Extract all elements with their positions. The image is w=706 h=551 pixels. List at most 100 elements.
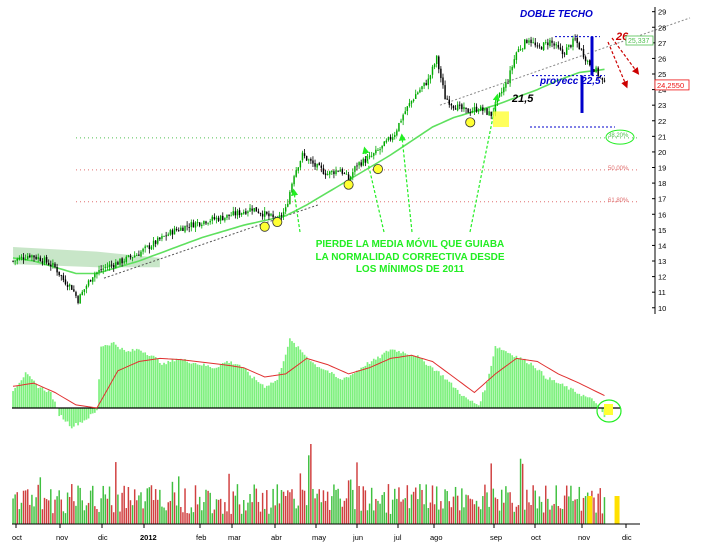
volume-bar [167,502,169,524]
oscillator-bar [521,360,524,408]
volume-bar [276,484,279,524]
oscillator-bar [192,363,195,408]
oscillator-bar [12,391,14,408]
candle-body [154,240,157,244]
oscillator-bar [119,349,121,408]
annotation-arrows [290,36,640,233]
volume-bar [12,498,14,524]
volume-bars [12,444,620,524]
oscillator-bar [555,382,558,408]
volume-bar [226,511,228,524]
oscillator-bar [494,346,497,408]
candle-body [215,217,218,220]
volume-bar [473,504,476,524]
oscillator-bar [54,401,56,408]
volume-bar [498,510,501,524]
volume-bar [335,489,337,524]
oscillator-bar [108,345,111,408]
touch-point-circle [465,117,476,128]
oscillator-bar [452,387,455,408]
oscillator-bar [364,365,367,408]
volume-bar [272,488,274,524]
candle-body [318,163,320,166]
oscillator-bar [20,380,23,408]
oscillator-bar [146,355,149,408]
oscillator-bar [469,400,472,408]
volume-bar [35,497,37,524]
volume-bar [64,513,67,524]
oscillator-bar [536,370,539,408]
candle-body [414,94,417,99]
oscillator-bar [578,393,581,408]
early-band [13,246,160,268]
oscillator-bar [481,392,484,408]
volume-bar [576,499,578,524]
volume-bar [196,504,199,524]
oscillator-bar [337,378,339,408]
candle-body [180,227,182,231]
candle-body [228,214,230,217]
oscillator-bar [249,375,251,408]
oscillator-bar [49,391,52,408]
oscillator-bar [289,338,291,408]
candle-body [438,56,440,70]
oscillator-bar [565,386,568,408]
candle-body [35,256,37,259]
oscillator-bar [559,383,562,408]
oscillator-bar [110,342,113,408]
candle-body [515,52,518,60]
oscillator-bar [561,383,564,408]
volume-bar [22,490,25,524]
oscillator-bar [513,357,516,408]
volume-bar [360,510,362,524]
candle-body [513,59,516,68]
volume-bar [572,500,574,524]
candle-body [127,255,130,257]
candle-body [557,44,560,48]
candle-body [129,255,132,258]
oscillator-bar [351,373,354,408]
oscillator-bar [414,356,417,408]
volume-bar [171,481,174,524]
candle-body [45,257,48,263]
candle-body [339,169,341,172]
candle-body [593,69,595,73]
volume-bar [421,489,423,524]
volume-bar [50,489,52,524]
oscillator-bar [505,351,507,408]
candle-body [54,263,56,267]
oscillator-bar [24,372,27,408]
candle-body [217,217,220,221]
oscillator-bar [456,389,459,408]
volume-bar [259,511,262,524]
volume-bar [157,499,159,524]
volume-bar [469,498,471,524]
volume-bar [75,505,77,524]
candle-body [39,257,42,262]
candle-body [219,215,222,221]
volume-bar [125,508,128,524]
volume-bar [236,484,239,524]
candle-body [163,236,165,237]
oscillator-bar [60,408,63,416]
candle-body [589,60,591,66]
oscillator-bar [471,400,474,408]
candle-body [20,256,23,259]
volume-bar [96,509,98,524]
oscillator-bar [236,364,239,408]
volume-bar [217,499,220,524]
month-label: ago [430,533,443,542]
price-tick-label: 27 [658,39,666,48]
candle-body [192,222,195,228]
oscillator-bar [198,364,201,408]
touch-point-circle [259,221,270,232]
candle-body [50,264,52,267]
candle-body [391,137,394,141]
oscillator-bar [492,356,495,408]
candle-body [595,67,597,72]
candle-body [232,211,234,216]
target-value-label: 26 [615,31,629,43]
candle-body [110,264,113,266]
volume-bar [205,489,207,524]
candle-body [335,170,337,175]
